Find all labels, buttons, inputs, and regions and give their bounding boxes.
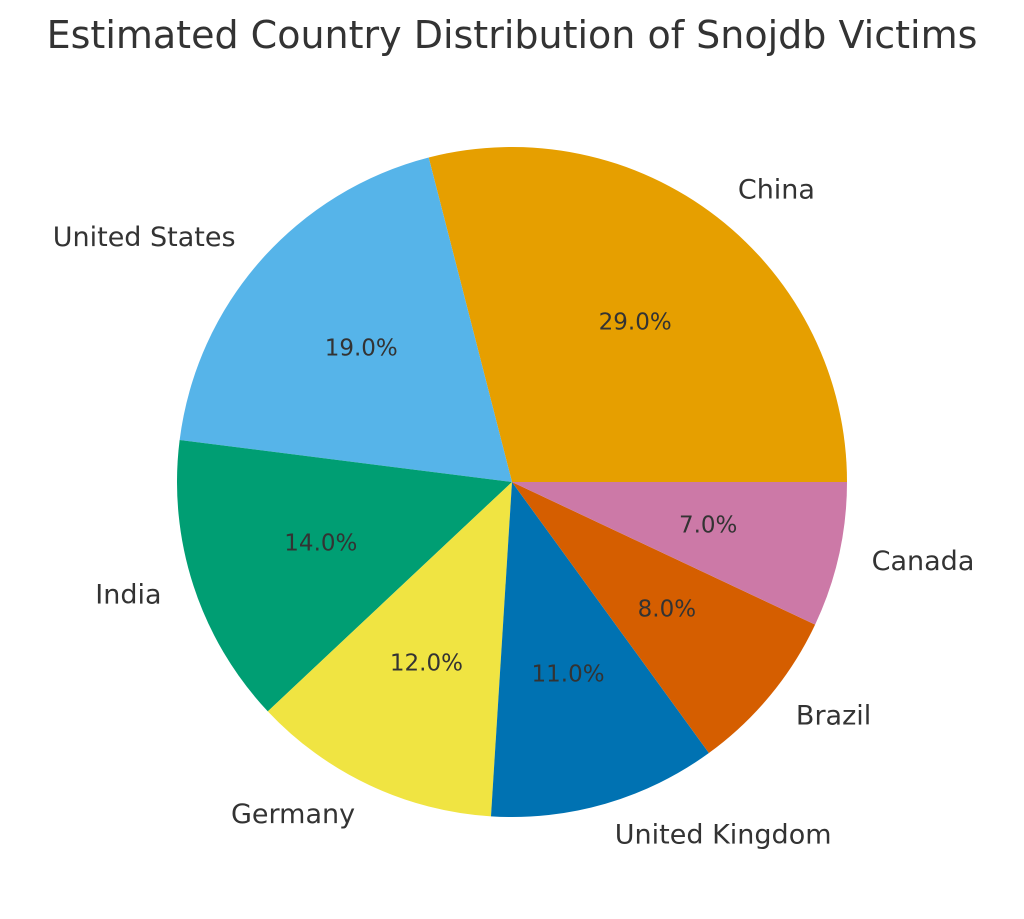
pie-slice-india xyxy=(177,440,512,712)
slice-percent-united-kingdom: 11.0% xyxy=(532,662,605,688)
slice-percent-canada: 7.0% xyxy=(679,512,737,538)
slice-label-china: China xyxy=(738,174,815,205)
pie-slice-brazil xyxy=(512,482,816,754)
slices-layer xyxy=(177,147,847,817)
slice-label-india: India xyxy=(95,579,161,610)
slice-label-united-states: United States xyxy=(53,222,236,253)
slice-label-germany: Germany xyxy=(231,799,355,830)
slice-label-brazil: Brazil xyxy=(796,700,871,731)
pie-slice-canada xyxy=(512,482,847,625)
pie-slice-china xyxy=(428,147,847,482)
slice-percent-china: 29.0% xyxy=(599,310,672,336)
slice-percent-united-states: 19.0% xyxy=(325,336,398,362)
pie-slice-united-kingdom xyxy=(490,482,709,817)
slice-label-united-kingdom: United Kingdom xyxy=(615,819,832,850)
slice-percent-india: 14.0% xyxy=(284,531,357,557)
slice-percent-germany: 12.0% xyxy=(390,650,463,676)
pie-slice-united-states xyxy=(179,157,512,482)
labels-layer: China 29.0% United States 19.0% India 14.0% Ge… xyxy=(53,174,975,850)
slice-label-canada: Canada xyxy=(872,546,975,577)
slice-percent-brazil: 8.0% xyxy=(638,597,696,623)
pie-slice-germany xyxy=(267,482,512,817)
chart-title: Estimated Country Distribution of Snojdb… xyxy=(47,13,978,57)
